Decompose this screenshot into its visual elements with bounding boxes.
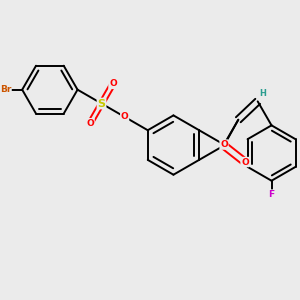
Text: S: S (98, 98, 106, 109)
Text: O: O (86, 119, 94, 128)
Text: H: H (259, 89, 266, 98)
Text: O: O (220, 140, 228, 149)
Text: O: O (109, 79, 117, 88)
Text: O: O (241, 158, 249, 166)
Text: Br: Br (0, 85, 11, 94)
Text: F: F (268, 190, 274, 199)
Text: O: O (121, 112, 128, 122)
